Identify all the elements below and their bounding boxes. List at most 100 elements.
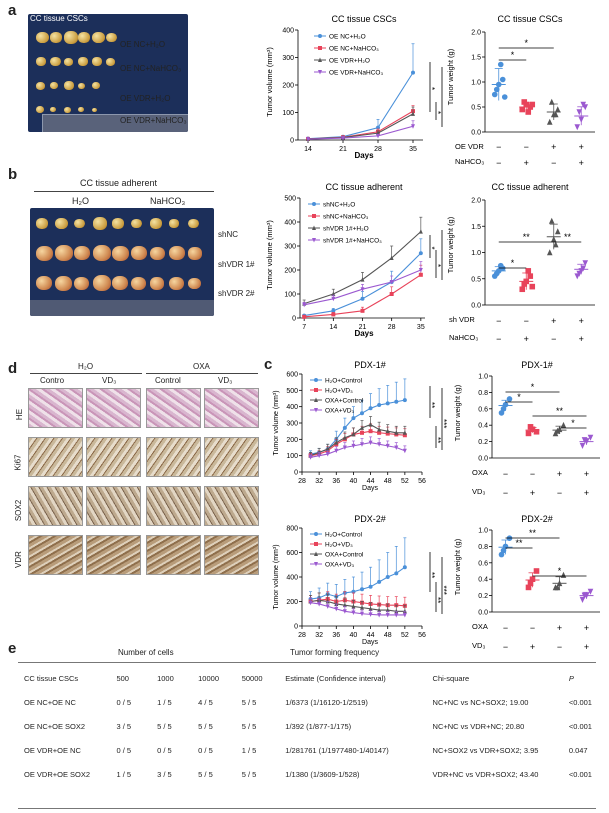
significance-star: * (433, 264, 442, 267)
data-point (385, 575, 390, 579)
data-point (351, 416, 356, 421)
ihc-image-vdr-2 (86, 535, 141, 575)
table-header-cell: P (568, 673, 574, 683)
chart-title: CC tissue adherent (491, 182, 569, 192)
x-tick-label: 35 (409, 146, 417, 153)
table-cell: 0.047 (568, 745, 588, 755)
ihc-image-he-2 (86, 388, 141, 428)
data-point (342, 435, 347, 440)
ihc-group-2: OXA (193, 362, 210, 371)
sign-row2: − (496, 334, 501, 344)
tumor (78, 107, 84, 113)
legend-label: OE NC+NaHCO₃ (329, 46, 379, 53)
y-tick-label: 0.8 (478, 390, 488, 397)
data-point (360, 308, 365, 313)
data-point (402, 448, 407, 454)
sign-row1: − (496, 316, 501, 326)
y-tick-label: 2.0 (471, 30, 481, 37)
table-cell: 4 / 5 (198, 697, 213, 707)
x-tick-label: 52 (401, 632, 409, 639)
significance-star: * (427, 87, 436, 90)
table-cell: 0 / 5 (116, 745, 132, 755)
chart-c-pdx2-volume: PDX-2# Tumor volume (mm³) Days 0 200 400 60… (273, 514, 448, 646)
data-point (317, 453, 322, 459)
legend-label: shNC+NaHCO₃ (323, 214, 369, 221)
data-point (368, 422, 373, 427)
sign-row1: + (557, 469, 562, 479)
data-point (368, 440, 373, 446)
table-cell: 5 / 5 (241, 697, 257, 707)
y-tick-label: 0.2 (478, 593, 488, 600)
panel-a-letter: a (8, 2, 17, 19)
sign-row1: + (579, 142, 584, 152)
legend-marker (312, 225, 316, 230)
sign-row2: + (530, 488, 535, 498)
data-point (506, 396, 513, 402)
significance-star: *** (439, 419, 448, 428)
x-tick-label: 32 (315, 632, 323, 639)
tumor (74, 218, 85, 229)
y-tick-label: 1.0 (471, 80, 481, 87)
x-tick-label: 28 (388, 324, 396, 331)
y-tick-label: 1.0 (478, 528, 488, 535)
y-tick-label: 200 (286, 437, 298, 444)
data-point (351, 610, 356, 616)
table-cell: <0.001 (568, 697, 592, 707)
data-point (385, 612, 390, 618)
data-point (402, 433, 407, 438)
data-point (576, 109, 583, 116)
legend-label: shNC+H₂O (323, 202, 355, 209)
chart-b-weight: CC tissue adherent Tumor weight (g) sh V… (446, 182, 595, 344)
data-point (325, 604, 330, 609)
data-point (548, 98, 555, 105)
data-point (579, 596, 586, 603)
chart-title: CC tissue CSCs (497, 14, 563, 24)
sign-row2: + (530, 642, 535, 652)
tumor (131, 246, 147, 261)
significance-star: ** (515, 538, 523, 548)
data-point (368, 612, 373, 617)
table-cell: 3 / 5 (116, 721, 132, 731)
tumor (50, 32, 62, 43)
tumor (112, 218, 124, 229)
data-point (368, 406, 373, 411)
tumor (64, 106, 71, 113)
table-cell: 1/6373 (1/16120-1/2519) (285, 697, 368, 707)
legend-label: H₂O+Control (325, 378, 363, 385)
tumor (131, 276, 146, 290)
data-point (525, 109, 532, 115)
x-tick-label: 35 (417, 324, 425, 331)
data-point (519, 106, 526, 113)
y-tick-label: 0.0 (478, 456, 488, 463)
data-point (582, 260, 589, 267)
sign-row2: − (551, 158, 556, 168)
sign-row2: + (584, 642, 589, 652)
chart-title: CC tissue adherent (325, 182, 403, 192)
x-tick-label: 21 (339, 146, 347, 153)
series-line (307, 72, 414, 140)
legend-label: OXA+VD₃ (325, 408, 355, 415)
data-point (368, 584, 373, 589)
legend-marker (314, 532, 318, 536)
table-cell: NC+SOX2 vs VDR+SOX2; 3.95 (432, 745, 539, 755)
x-axis-label: Days (354, 329, 374, 338)
significance-star: * (511, 258, 515, 268)
series-line (307, 110, 414, 140)
significance-star: * (558, 566, 562, 576)
ihc-image-vdr-3 (146, 535, 201, 575)
data-point (351, 603, 356, 609)
tumor (169, 219, 179, 228)
row1-label: OXA (472, 468, 488, 477)
data-point (527, 580, 534, 587)
photo-b-row-3: shVDR 2# (218, 289, 255, 298)
table-cell: 1/281761 (1/1977480-1/40147) (285, 745, 389, 755)
sign-row1: + (579, 316, 584, 326)
data-point (360, 296, 365, 301)
sign-row1: − (496, 142, 501, 152)
chart-title: PDX-1# (354, 360, 386, 370)
significance-star: ** (564, 232, 572, 242)
chart-c-pdx1-volume: PDX-1# Tumor volume (mm³) Days 0 100 200 30… (273, 360, 448, 492)
y-tick-label: 1.0 (471, 250, 481, 257)
tumor (36, 276, 52, 291)
sign-row1: + (584, 623, 589, 633)
